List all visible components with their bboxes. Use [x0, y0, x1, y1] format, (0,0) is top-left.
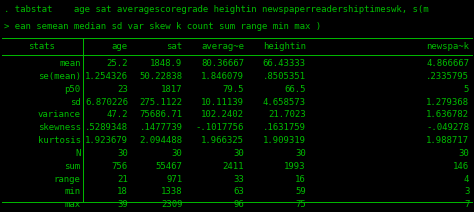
- Text: 18: 18: [117, 187, 128, 196]
- Text: .5289348: .5289348: [85, 123, 128, 132]
- Text: 6.870226: 6.870226: [85, 98, 128, 107]
- Text: 79.5: 79.5: [223, 85, 244, 94]
- Text: .8505351: .8505351: [263, 72, 306, 81]
- Text: 30: 30: [233, 149, 244, 158]
- Text: 4: 4: [464, 174, 469, 184]
- Text: 4.658573: 4.658573: [263, 98, 306, 107]
- Text: 1.988717: 1.988717: [426, 136, 469, 145]
- Text: 2.094488: 2.094488: [139, 136, 182, 145]
- Text: 1.923679: 1.923679: [85, 136, 128, 145]
- Text: N: N: [75, 149, 81, 158]
- Text: 1338: 1338: [161, 187, 182, 196]
- Text: variance: variance: [37, 110, 81, 119]
- Text: max: max: [64, 200, 81, 209]
- Text: 21: 21: [117, 174, 128, 184]
- Text: 16: 16: [295, 174, 306, 184]
- Text: .1477739: .1477739: [139, 123, 182, 132]
- Text: averag~e: averag~e: [201, 42, 244, 51]
- Text: kurtosis: kurtosis: [37, 136, 81, 145]
- Text: 80.36667: 80.36667: [201, 59, 244, 68]
- Text: mean: mean: [59, 59, 81, 68]
- Text: .1631759: .1631759: [263, 123, 306, 132]
- Text: 23: 23: [117, 85, 128, 94]
- Text: 30: 30: [295, 149, 306, 158]
- Text: 47.2: 47.2: [107, 110, 128, 119]
- Text: 2411: 2411: [223, 162, 244, 171]
- Text: stats: stats: [28, 42, 55, 51]
- Text: 4.866667: 4.866667: [426, 59, 469, 68]
- Text: sat: sat: [166, 42, 182, 51]
- Text: -.1017756: -.1017756: [196, 123, 244, 132]
- Text: newspa~k: newspa~k: [426, 42, 469, 51]
- Text: p50: p50: [64, 85, 81, 94]
- Text: sum: sum: [64, 162, 81, 171]
- Text: 10.11139: 10.11139: [201, 98, 244, 107]
- Text: 30: 30: [172, 149, 182, 158]
- Text: 275.1122: 275.1122: [139, 98, 182, 107]
- Text: 1.846079: 1.846079: [201, 72, 244, 81]
- Text: 146: 146: [453, 162, 469, 171]
- Text: 2309: 2309: [161, 200, 182, 209]
- Text: 50.22838: 50.22838: [139, 72, 182, 81]
- Text: 39: 39: [117, 200, 128, 209]
- Text: 756: 756: [112, 162, 128, 171]
- Text: 3: 3: [464, 187, 469, 196]
- Text: 75686.71: 75686.71: [139, 110, 182, 119]
- Text: . tabstat    age sat averagescoregrade heightin newspaperreadershiptimeswk, s(m: . tabstat age sat averagescoregrade heig…: [4, 5, 428, 14]
- Text: 1.966325: 1.966325: [201, 136, 244, 145]
- Text: se(mean): se(mean): [37, 72, 81, 81]
- Text: heightin: heightin: [263, 42, 306, 51]
- Text: 66.43333: 66.43333: [263, 59, 306, 68]
- Text: skewness: skewness: [37, 123, 81, 132]
- Text: sd: sd: [70, 98, 81, 107]
- Text: 7: 7: [464, 200, 469, 209]
- Text: 21.7023: 21.7023: [268, 110, 306, 119]
- Text: 1993: 1993: [284, 162, 306, 171]
- Text: 1.279368: 1.279368: [426, 98, 469, 107]
- Text: 33: 33: [233, 174, 244, 184]
- Text: 30: 30: [117, 149, 128, 158]
- Text: 1817: 1817: [161, 85, 182, 94]
- Text: 59: 59: [295, 187, 306, 196]
- Text: range: range: [54, 174, 81, 184]
- Text: 55467: 55467: [155, 162, 182, 171]
- Text: 30: 30: [458, 149, 469, 158]
- Text: 1.636782: 1.636782: [426, 110, 469, 119]
- Text: 5: 5: [464, 85, 469, 94]
- Text: 1.909319: 1.909319: [263, 136, 306, 145]
- Text: 66.5: 66.5: [284, 85, 306, 94]
- Text: age: age: [112, 42, 128, 51]
- Text: 63: 63: [233, 187, 244, 196]
- Text: 25.2: 25.2: [107, 59, 128, 68]
- Text: min: min: [64, 187, 81, 196]
- Text: > ean semean median sd var skew k count sum range min max ): > ean semean median sd var skew k count …: [4, 22, 321, 31]
- Text: 1848.9: 1848.9: [150, 59, 182, 68]
- Text: -.049278: -.049278: [426, 123, 469, 132]
- Text: 96: 96: [233, 200, 244, 209]
- Text: .2335795: .2335795: [426, 72, 469, 81]
- Text: 75: 75: [295, 200, 306, 209]
- Text: 971: 971: [166, 174, 182, 184]
- Text: 1.254326: 1.254326: [85, 72, 128, 81]
- Text: 102.2402: 102.2402: [201, 110, 244, 119]
